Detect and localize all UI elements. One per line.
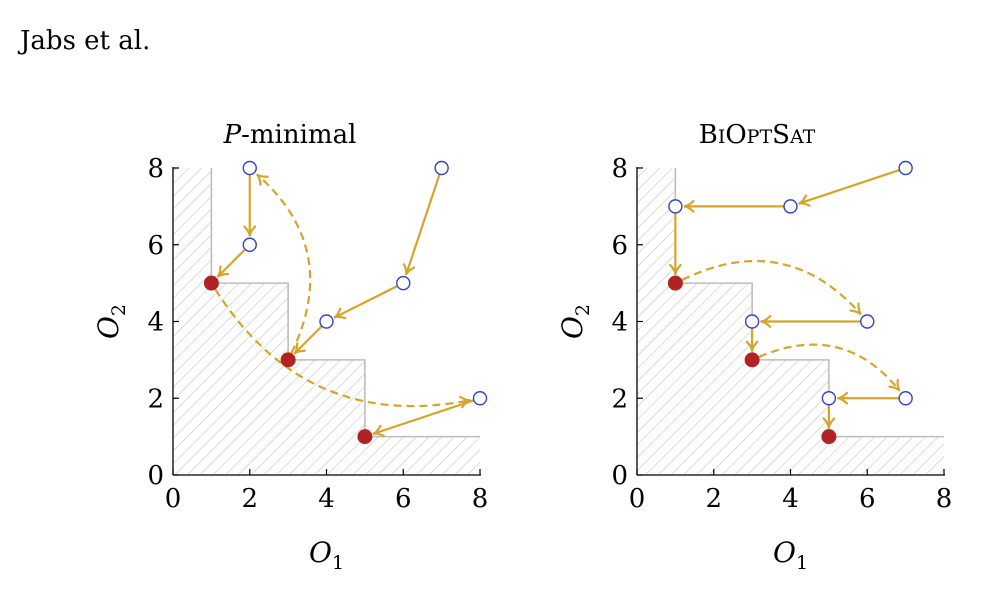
arrow-head [760,315,772,328]
arrow-head [837,391,849,405]
pareto-point [821,429,837,445]
candidate-point [744,314,760,329]
solid-arrow [798,169,900,205]
y-tick-label: 0 [147,461,164,491]
arrow-head [372,424,385,437]
arrow-head [333,307,347,320]
solid-arrow [372,399,475,435]
pareto-point [203,275,219,291]
y-tick-label: 4 [147,308,164,338]
y-tick-label: 4 [611,308,628,338]
candidate-point [434,160,449,176]
arrow-head [683,200,695,213]
candidate-point [319,314,334,329]
solid-arrow [293,325,323,355]
x-tick-label: 0 [165,484,182,514]
dashed-arrow [256,173,312,354]
dashed-arrow [214,288,471,408]
solid-arrow [404,173,441,276]
arrow-head [402,263,416,276]
x-axis-label: O1 [309,536,344,574]
x-tick-label: 4 [318,484,335,514]
candidate-point [668,199,683,214]
x-tick-label: 8 [472,484,489,514]
arrow-head [888,378,901,392]
x-tick-label: 2 [705,484,722,514]
y-axis-label: O2 [92,304,130,339]
plot-title: P-minimal [223,120,357,150]
y-tick-label: 2 [611,384,628,414]
solid-arrow [216,248,246,278]
arrow-head [243,225,257,237]
plot-bioptsat: 0 2 4 6 8 0 2 4 6 8 BIOPTSAT O1 O2 [556,120,952,574]
candidate-point [242,160,257,176]
dashed-arrow [758,343,901,392]
running-head: Jabs et al. [20,26,151,56]
candidate-point [396,275,411,291]
pareto-point [667,275,683,291]
dominated-region [637,168,944,475]
y-tick-label: 6 [611,231,628,261]
solid-arrow [333,285,398,319]
y-tick-label: 6 [147,231,164,261]
arrow-head [798,194,811,207]
dominated-region [173,168,480,475]
x-tick-label: 6 [859,484,876,514]
y-axis-label: O2 [556,304,594,339]
candidate-point [898,391,913,406]
candidate-point [242,237,257,252]
plot-p-minimal: 0 2 4 6 8 0 2 4 6 8 P-minimal O1 O2 [92,120,488,574]
x-tick-label: 2 [241,484,258,514]
pareto-point [744,352,760,368]
candidate-point [472,391,488,406]
candidate-point [860,314,875,329]
arrow-head [822,417,836,429]
pareto-point [280,352,296,368]
candidate-point [898,160,913,176]
plot-title: BIOPTSAT [699,120,816,150]
x-axis-label: O1 [773,536,808,574]
x-tick-label: 4 [782,484,799,514]
y-tick-label: 8 [611,154,628,184]
pareto-point [357,429,373,445]
arrow-head [669,263,682,275]
y-tick-label: 8 [147,154,164,184]
candidate-point [821,391,837,406]
x-tick-label: 6 [395,484,412,514]
y-tick-label: 2 [147,384,164,414]
arrow-head [745,340,759,352]
dashed-arrow [681,260,862,316]
x-tick-label: 8 [936,484,953,514]
candidate-point [783,199,798,214]
y-tick-label: 0 [611,461,628,491]
x-tick-label: 0 [629,484,646,514]
arrow-head [459,395,471,409]
